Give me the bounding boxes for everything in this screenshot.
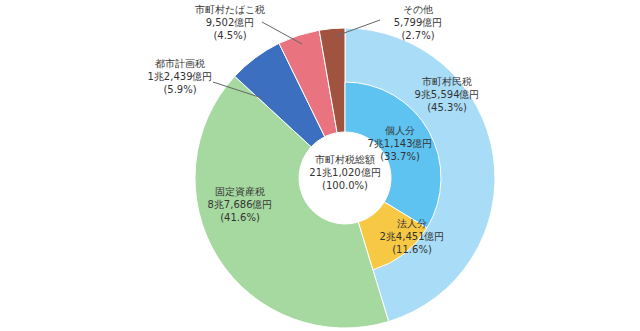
svg-text:9兆5,594億円: 9兆5,594億円 xyxy=(415,89,480,100)
svg-text:1兆2,439億円: 1兆2,439億円 xyxy=(148,71,213,82)
svg-text:(100.0%): (100.0%) xyxy=(322,180,368,191)
svg-text:2兆4,451億円: 2兆4,451億円 xyxy=(380,231,445,242)
svg-text:(45.3%): (45.3%) xyxy=(427,102,467,113)
svg-text:法人分: 法人分 xyxy=(397,218,427,229)
svg-text:(41.6%): (41.6%) xyxy=(220,212,260,223)
svg-text:(11.6%): (11.6%) xyxy=(392,244,432,255)
svg-text:8兆7,686億円: 8兆7,686億円 xyxy=(208,199,273,210)
svg-text:固定資産税: 固定資産税 xyxy=(215,186,265,197)
svg-text:その他: その他 xyxy=(403,4,433,15)
svg-text:9,502億円: 9,502億円 xyxy=(206,17,255,28)
svg-text:市町村民税: 市町村民税 xyxy=(422,76,472,87)
svg-text:(33.7%): (33.7%) xyxy=(380,151,420,162)
svg-text:個人分: 個人分 xyxy=(385,125,415,136)
svg-text:市町村たばこ税: 市町村たばこ税 xyxy=(195,4,265,15)
svg-text:21兆1,020億円: 21兆1,020億円 xyxy=(309,167,380,178)
svg-text:(5.9%): (5.9%) xyxy=(163,84,196,95)
svg-text:7兆1,143億円: 7兆1,143億円 xyxy=(368,138,433,149)
svg-text:5,799億円: 5,799億円 xyxy=(394,17,443,28)
svg-text:都市計画税: 都市計画税 xyxy=(155,58,205,69)
svg-text:(2.7%): (2.7%) xyxy=(401,30,434,41)
svg-text:(4.5%): (4.5%) xyxy=(213,30,246,41)
svg-text:市町村税総額: 市町村税総額 xyxy=(315,154,375,165)
